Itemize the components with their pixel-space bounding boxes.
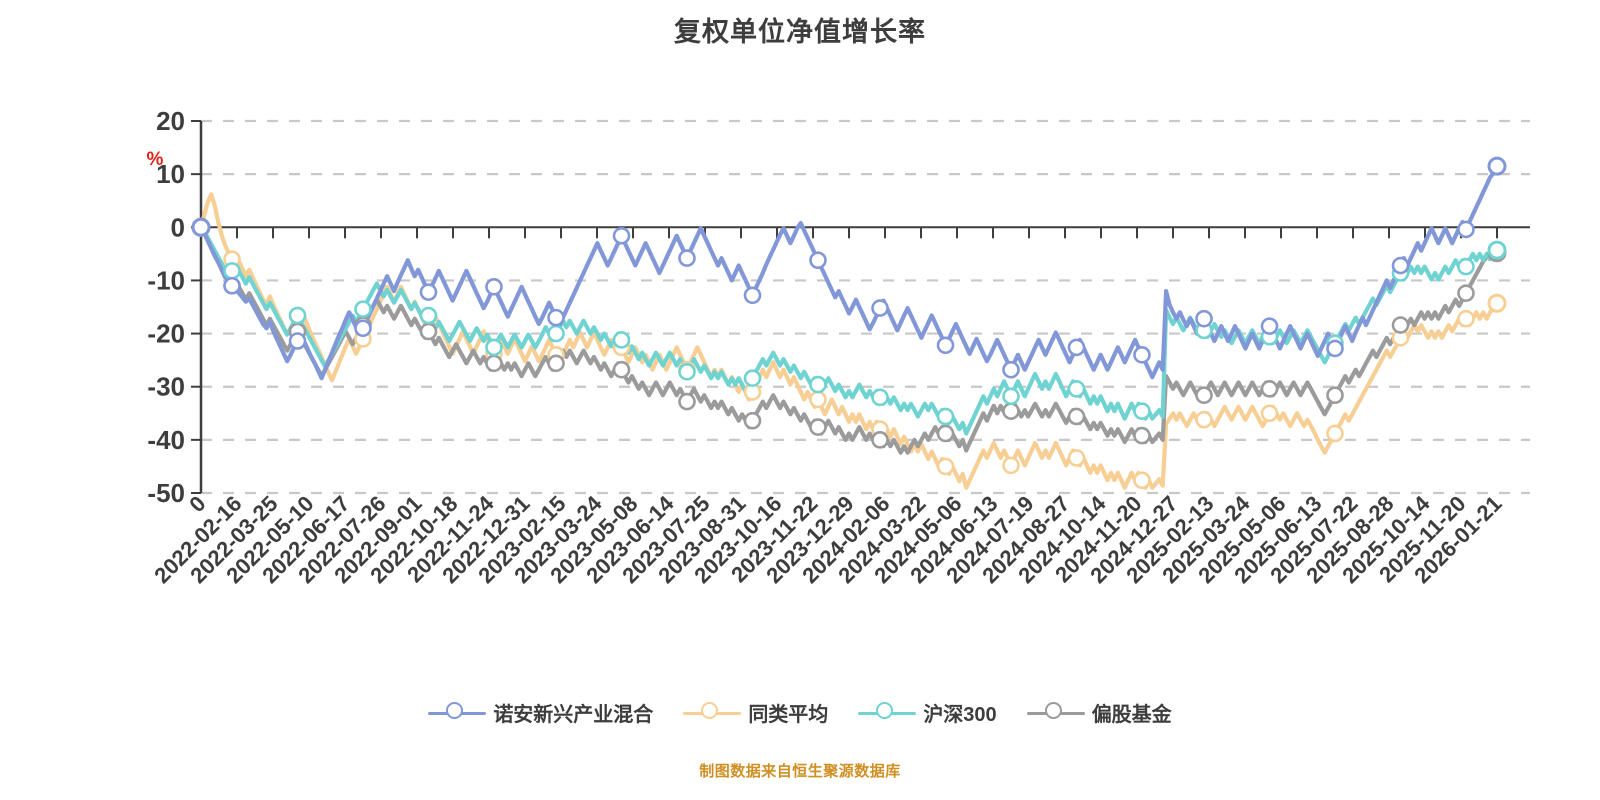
series-marker: [743, 411, 762, 430]
series-marker: [1002, 456, 1020, 475]
series-marker: [1067, 407, 1086, 426]
series-line: [198, 164, 1500, 381]
series-marker: [485, 338, 503, 357]
y-axis-tick-label: 20: [156, 106, 185, 136]
series-marker: [1457, 284, 1475, 302]
series-marker: [288, 332, 307, 350]
series-marker: [354, 319, 372, 338]
legend-item-peer_avg[interactable]: 同类平均: [683, 698, 828, 727]
y-axis-tick-label: -40: [147, 425, 185, 455]
series-marker: [1133, 471, 1151, 490]
series-end-marker: [1487, 156, 1507, 176]
y-axis-tick-label: -20: [147, 319, 185, 349]
series-marker: [612, 331, 631, 349]
series-marker: [1457, 220, 1475, 239]
legend-label: 诺安新兴产业混合: [493, 704, 654, 726]
series-marker: [809, 390, 827, 409]
series-end-marker: [1487, 240, 1507, 260]
series-marker: [547, 308, 565, 327]
legend-marker-icon-hs300: [858, 700, 917, 726]
series-marker: [1067, 449, 1086, 467]
series-end-marker: [1487, 293, 1507, 313]
series-marker: [419, 322, 438, 341]
series-marker: [1067, 380, 1086, 398]
series-marker: [1326, 424, 1344, 443]
series-marker: [1133, 402, 1151, 420]
legend-marker-icon-equity_fund: [1026, 700, 1085, 726]
series-marker: [485, 278, 503, 296]
series-marker: [871, 431, 889, 449]
legend-marker-icon-peer_avg: [683, 700, 742, 726]
series-marker: [1326, 339, 1344, 358]
series-marker: [871, 299, 889, 317]
series-marker: [419, 283, 438, 301]
y-axis-tick-label: -10: [147, 265, 185, 295]
series-marker: [743, 369, 762, 388]
series-marker: [1133, 346, 1151, 364]
series-marker: [809, 251, 827, 270]
y-axis-tick-label: 0: [171, 212, 185, 242]
legend-label: 偏股基金: [1091, 704, 1172, 726]
series-marker: [1260, 380, 1279, 398]
series-marker: [612, 226, 631, 245]
y-axis-tick-label: 10: [156, 159, 185, 189]
series-marker: [223, 262, 241, 280]
series-marker: [936, 336, 955, 355]
chart-legend: 诺安新兴产业混合 同类平均 沪深300 偏股基金: [0, 698, 1600, 727]
series-marker: [1260, 317, 1279, 335]
series-marker: [1326, 386, 1344, 405]
series-marker: [1391, 316, 1410, 334]
series-marker: [223, 276, 241, 295]
series-marker: [288, 306, 307, 325]
series-marker: [809, 418, 827, 436]
series-marker: [743, 286, 762, 305]
series-marker: [936, 424, 955, 443]
series-marker: [1002, 387, 1020, 406]
y-axis-tick-label: -30: [147, 372, 185, 402]
y-axis-unit-label: %: [147, 149, 164, 170]
footer-note: 制图数据来自恒生聚源数据库: [699, 763, 901, 780]
series-marker: [1002, 402, 1020, 420]
chart-canvas: 20100-10-20-30-40-50%02022-02-162022-03-…: [147, 106, 1530, 588]
legend-item-fund[interactable]: 诺安新兴产业混合: [428, 698, 653, 727]
series-line: [198, 225, 1500, 436]
series-marker: [1457, 309, 1475, 328]
series-line: [198, 225, 1500, 455]
series-marker: [678, 392, 696, 411]
series-marker: [809, 375, 827, 394]
legend-label: 沪深300: [923, 704, 997, 726]
series-marker: [936, 407, 955, 426]
series-marker: [1133, 426, 1151, 445]
series-marker: [354, 300, 372, 318]
legend-marker-icon-fund: [428, 700, 487, 726]
series-marker: [419, 306, 438, 325]
legend-label: 同类平均: [748, 704, 829, 726]
legend-item-hs300[interactable]: 沪深300: [858, 698, 997, 727]
legend-item-equity_fund[interactable]: 偏股基金: [1026, 698, 1172, 727]
series-marker: [936, 457, 955, 476]
series-marker: [1195, 309, 1213, 328]
series-marker: [1391, 256, 1410, 275]
series-marker: [871, 388, 889, 407]
series-marker: [485, 354, 503, 373]
series-marker: [678, 249, 696, 267]
page-title: 复权单位净值增长率: [674, 17, 926, 47]
series-marker: [1002, 360, 1020, 379]
series-marker: [678, 363, 696, 381]
y-axis-tick-label: -50: [147, 478, 185, 508]
series-marker: [1457, 257, 1475, 276]
series-marker: [1067, 338, 1086, 357]
series-marker: [1260, 404, 1279, 423]
series-marker: [547, 324, 565, 343]
series-marker: [1195, 386, 1213, 405]
series-marker: [547, 354, 565, 373]
series-start-marker: [191, 217, 211, 237]
series-marker: [1195, 410, 1213, 429]
series-marker: [612, 360, 631, 379]
